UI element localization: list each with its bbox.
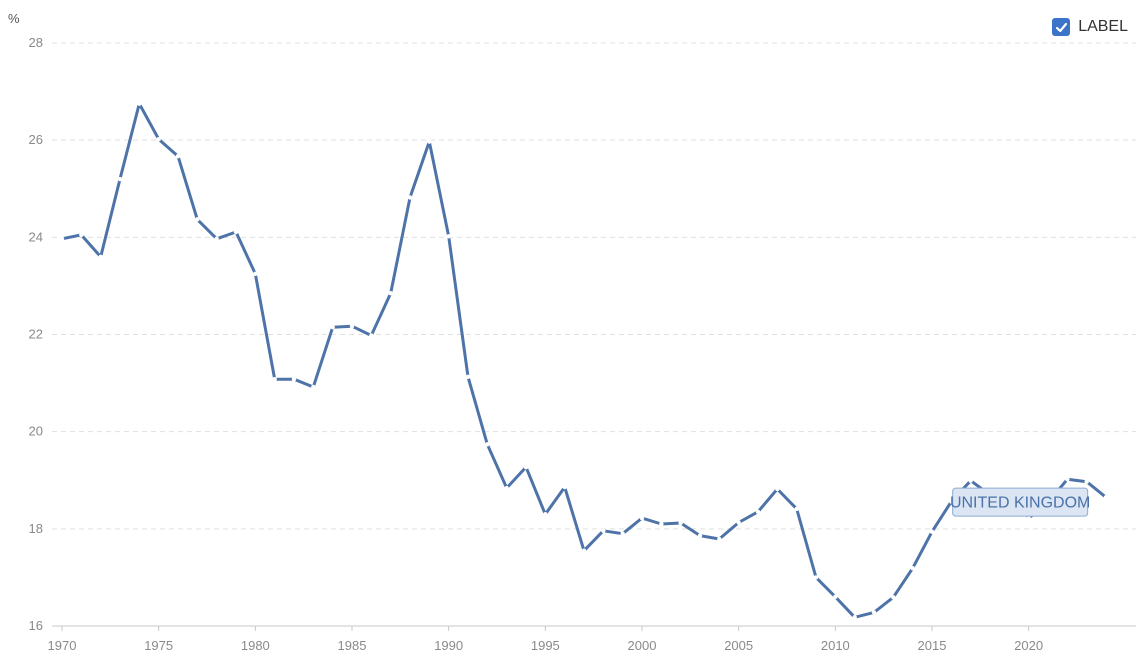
data-point bbox=[678, 520, 683, 526]
x-tick-label: 2010 bbox=[821, 638, 850, 653]
x-tick-label: 1985 bbox=[338, 638, 367, 653]
data-point bbox=[755, 509, 761, 515]
x-tick-label: 1995 bbox=[531, 638, 560, 653]
data-point bbox=[929, 529, 935, 534]
data-point bbox=[543, 512, 548, 517]
data-point bbox=[59, 236, 65, 241]
data-point bbox=[852, 615, 857, 620]
data-point bbox=[388, 291, 393, 296]
y-tick-labels: 16 18 20 22 24 26 28 bbox=[29, 35, 43, 633]
data-point bbox=[330, 325, 335, 330]
data-point bbox=[369, 333, 374, 338]
x-tick-label: 2020 bbox=[1014, 638, 1043, 653]
x-tick-labels: 1970 1975 1980 1985 1990 1995 2000 2005 2010 2015… bbox=[48, 626, 1043, 653]
data-point bbox=[601, 528, 606, 533]
data-point bbox=[1103, 495, 1109, 500]
data-point bbox=[137, 101, 142, 106]
data-point bbox=[446, 234, 451, 239]
data-point bbox=[1084, 479, 1089, 484]
data-point bbox=[175, 153, 181, 159]
data-point bbox=[272, 376, 277, 382]
legend-item[interactable]: LABEL bbox=[1052, 18, 1128, 36]
data-point bbox=[214, 236, 219, 241]
data-point bbox=[639, 515, 645, 521]
x-tick-label: 2000 bbox=[628, 638, 657, 653]
data-point bbox=[1065, 477, 1070, 482]
series-line bbox=[60, 102, 1108, 619]
data-point bbox=[311, 384, 316, 390]
data-point bbox=[407, 195, 413, 200]
data-point bbox=[156, 136, 161, 142]
legend-checkbox[interactable] bbox=[1052, 18, 1071, 36]
data-point bbox=[813, 575, 819, 580]
y-axis-label: % bbox=[8, 11, 20, 26]
y-tick-label: 22 bbox=[29, 327, 43, 342]
data-point bbox=[465, 374, 471, 379]
series-label: UNITED KINGDOM bbox=[950, 495, 1090, 512]
data-point bbox=[794, 506, 799, 512]
data-point bbox=[736, 520, 741, 525]
x-tick-label: 1970 bbox=[48, 638, 77, 653]
data-point bbox=[717, 536, 722, 542]
data-point bbox=[253, 271, 258, 276]
data-point bbox=[891, 595, 896, 600]
data-point bbox=[504, 485, 509, 491]
data-point bbox=[79, 232, 84, 238]
y-tick-label: 18 bbox=[29, 521, 43, 536]
gridlines bbox=[52, 42, 1136, 627]
data-point bbox=[968, 478, 973, 483]
data-point bbox=[659, 521, 664, 527]
x-tick-label: 1975 bbox=[144, 638, 173, 653]
data-point bbox=[233, 229, 239, 235]
data-point bbox=[349, 324, 355, 329]
data-point bbox=[562, 484, 567, 490]
series-label-badge: UNITED KINGDOM bbox=[950, 487, 1090, 517]
y-tick-label: 26 bbox=[29, 132, 43, 147]
checkmark-icon bbox=[1055, 22, 1067, 32]
data-point bbox=[1026, 515, 1031, 521]
legend-label: LABEL bbox=[1078, 18, 1128, 35]
data-point bbox=[427, 139, 432, 144]
data-point bbox=[620, 531, 625, 536]
data-point bbox=[117, 176, 123, 182]
data-point bbox=[910, 565, 915, 571]
data-point bbox=[485, 442, 490, 447]
y-tick-label: 28 bbox=[29, 35, 43, 50]
x-tick-label: 2015 bbox=[918, 638, 947, 653]
data-point bbox=[581, 548, 587, 553]
x-tick-label: 1980 bbox=[241, 638, 270, 653]
x-tick-label: 2005 bbox=[724, 638, 753, 653]
series-group: UNITED KINGDOM bbox=[59, 101, 1109, 620]
data-point bbox=[523, 464, 529, 470]
data-point bbox=[871, 610, 877, 615]
data-point bbox=[195, 217, 200, 222]
data-point bbox=[833, 594, 838, 600]
y-tick-label: 20 bbox=[29, 424, 43, 439]
x-tick-label: 1990 bbox=[434, 638, 463, 653]
data-point bbox=[697, 533, 703, 538]
data-point bbox=[98, 254, 103, 259]
data-point bbox=[775, 486, 780, 492]
data-point bbox=[291, 376, 297, 382]
y-tick-label: 24 bbox=[29, 229, 43, 244]
series-label-background bbox=[952, 487, 1089, 517]
y-tick-label: 16 bbox=[29, 618, 43, 633]
